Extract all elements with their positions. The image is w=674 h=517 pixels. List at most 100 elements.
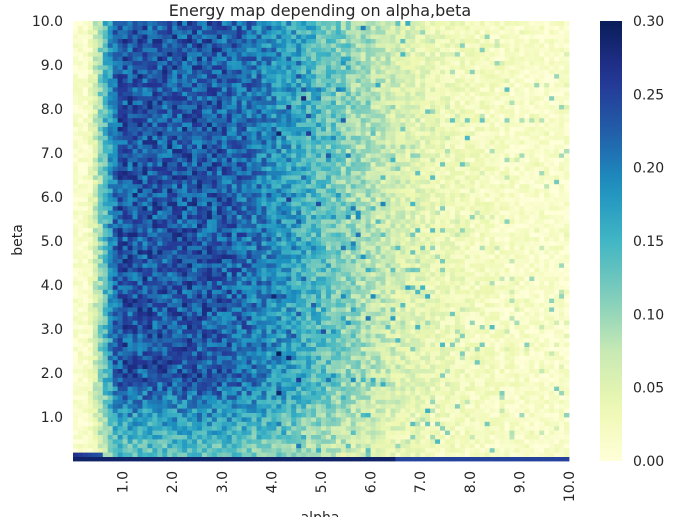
- heatmap-cell: [271, 333, 277, 339]
- heatmap-cell: [325, 311, 332, 317]
- heatmap-cell: [167, 443, 173, 449]
- heatmap-cell: [360, 307, 367, 312]
- heatmap-cell: [494, 456, 500, 462]
- heatmap-cell: [226, 377, 233, 383]
- heatmap-cell: [192, 377, 198, 383]
- heatmap-cell: [167, 390, 173, 396]
- heatmap-cell: [355, 434, 362, 440]
- heatmap-cell: [554, 337, 560, 343]
- heatmap-cell: [107, 315, 114, 321]
- heatmap-cell: [266, 351, 272, 356]
- heatmap-cell: [559, 346, 565, 352]
- heatmap-cell: [539, 329, 545, 334]
- heatmap-cell: [559, 307, 565, 312]
- heatmap-cell: [256, 359, 262, 365]
- heatmap-cell: [564, 280, 570, 286]
- heatmap-cell: [375, 430, 381, 435]
- heatmap-cell: [261, 447, 267, 453]
- heatmap-cell: [325, 447, 332, 453]
- heatmap-cell: [469, 417, 476, 422]
- heatmap-cell: [187, 298, 193, 303]
- heatmap-cell: [330, 452, 337, 457]
- heatmap-cell: [157, 267, 163, 273]
- heatmap-cell: [385, 395, 391, 400]
- heatmap-cell: [311, 368, 317, 374]
- heatmap-cell: [330, 241, 337, 246]
- heatmap-cell: [375, 263, 381, 268]
- heatmap-cell: [92, 258, 99, 264]
- heatmap-cell: [197, 285, 203, 290]
- heatmap-cell: [127, 307, 133, 312]
- heatmap-cell: [340, 395, 347, 400]
- heatmap-cell: [564, 421, 570, 427]
- heatmap-cell: [187, 399, 193, 405]
- heatmap-cell: [162, 298, 168, 303]
- heatmap-cell: [519, 324, 525, 330]
- heatmap-cell: [405, 289, 411, 295]
- heatmap-cell: [519, 439, 525, 444]
- heatmap-cell: [430, 447, 436, 453]
- heatmap-cell: [73, 329, 79, 334]
- heatmap-cell: [390, 302, 396, 308]
- heatmap-cell: [365, 315, 371, 321]
- heatmap-cell: [206, 395, 213, 400]
- heatmap-cell: [162, 329, 168, 334]
- heatmap-cell: [192, 324, 198, 330]
- heatmap-cell: [519, 368, 525, 374]
- heatmap-cell: [201, 456, 208, 462]
- heatmap-cell: [479, 421, 486, 427]
- heatmap-cell: [117, 333, 123, 339]
- heatmap-cell: [529, 285, 535, 290]
- heatmap-cell: [529, 412, 535, 418]
- heatmap-cell: [395, 285, 401, 290]
- heatmap-cell: [340, 245, 347, 251]
- heatmap-cell: [469, 307, 476, 312]
- heatmap-cell: [206, 241, 213, 246]
- heatmap-cell: [459, 430, 466, 435]
- heatmap-cell: [370, 359, 376, 365]
- heatmap-cell: [504, 280, 510, 286]
- heatmap-cell: [226, 359, 233, 365]
- heatmap-cell: [370, 324, 376, 330]
- heatmap-cell: [499, 276, 505, 281]
- heatmap-cell: [395, 289, 401, 295]
- heatmap-cell: [514, 254, 520, 259]
- heatmap-cell: [241, 311, 247, 317]
- heatmap-cell: [420, 315, 426, 321]
- heatmap-cell: [459, 258, 466, 264]
- heatmap-cell: [479, 342, 486, 347]
- heatmap-cell: [73, 412, 79, 418]
- heatmap-cell: [306, 386, 312, 391]
- heatmap-cell: [494, 320, 500, 325]
- heatmap-cell: [157, 285, 163, 290]
- heatmap-cell: [449, 456, 456, 462]
- heatmap-cell: [549, 346, 555, 352]
- heatmap-cell: [112, 333, 119, 339]
- heatmap-cell: [420, 267, 426, 273]
- heatmap-cell: [92, 351, 99, 356]
- heatmap-cell: [435, 293, 441, 299]
- heatmap-cell: [291, 311, 297, 317]
- heatmap-cell: [311, 351, 317, 356]
- heatmap-cell: [504, 315, 510, 321]
- heatmap-cell: [325, 333, 332, 339]
- heatmap-cell: [221, 267, 228, 273]
- heatmap-cell: [449, 311, 456, 317]
- heatmap-cell: [390, 386, 396, 391]
- heatmap-cell: [97, 390, 104, 396]
- heatmap-cell: [296, 285, 302, 290]
- heatmap-cell: [246, 311, 252, 317]
- heatmap-cell: [449, 307, 456, 312]
- heatmap-cell: [464, 373, 471, 378]
- heatmap-cell: [464, 403, 471, 409]
- heatmap-cell: [296, 342, 302, 347]
- heatmap-cell: [276, 408, 282, 413]
- heatmap-cell: [325, 408, 332, 413]
- heatmap-cell: [330, 329, 337, 334]
- heatmap-cell: [117, 417, 123, 422]
- heatmap-cell: [509, 425, 515, 431]
- heatmap-cell: [137, 307, 143, 312]
- heatmap-cell: [380, 333, 386, 339]
- heatmap-cell: [360, 403, 367, 409]
- heatmap-cell: [435, 439, 441, 444]
